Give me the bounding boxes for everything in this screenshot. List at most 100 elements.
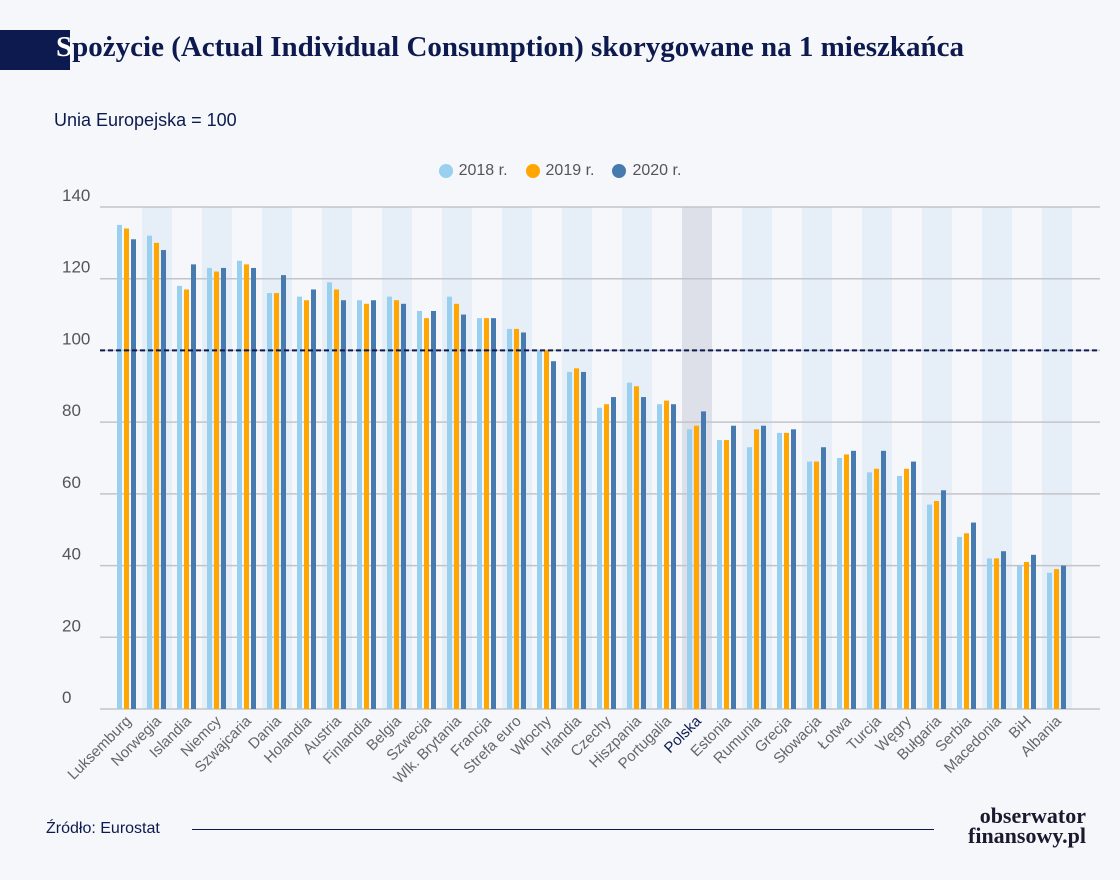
y-tick-label: 100: [62, 329, 90, 348]
y-tick-label: 40: [62, 545, 81, 564]
bar-2018r: [537, 350, 542, 709]
bar-2018r: [837, 458, 842, 709]
bar-2018r: [267, 293, 272, 709]
bar-2019r: [784, 432, 789, 709]
bar-2018r: [117, 224, 122, 709]
chart-title: Spożycie (Actual Individual Consumption)…: [56, 31, 964, 64]
bar-2018r: [807, 461, 812, 709]
bar-2019r: [454, 303, 459, 709]
bar-2020r: [311, 289, 316, 709]
bar-2020r: [191, 264, 196, 709]
bar-2018r: [387, 296, 392, 709]
source-note: Źródło: Eurostat: [46, 820, 160, 837]
legend-label: 2018 r.: [458, 162, 508, 179]
bar-2019r: [514, 328, 519, 709]
bar-2020r: [401, 303, 406, 709]
legend-item: 2019 r.: [525, 162, 595, 180]
bar-2019r: [604, 404, 609, 709]
title-text: pożycie (Actual Individual Consumption) …: [72, 31, 964, 63]
logo-line1: obserwator: [979, 803, 1086, 828]
y-tick-label: 0: [62, 688, 71, 707]
bar-2018r: [867, 472, 872, 709]
bar-2018r: [717, 440, 722, 709]
bar-2020r: [881, 450, 886, 709]
bar-2020r: [821, 447, 826, 709]
bar-2019r: [1024, 561, 1029, 709]
bar-2019r: [214, 271, 219, 709]
bar-2020r: [341, 300, 346, 709]
bar-2018r: [597, 407, 602, 709]
bar-2018r: [957, 536, 962, 709]
bar-2018r: [327, 282, 332, 709]
bar-2019r: [574, 368, 579, 709]
bar-2019r: [664, 400, 669, 709]
y-tick-label: 140: [62, 186, 90, 205]
bar-2019r: [244, 264, 249, 709]
bar-2020r: [1001, 551, 1006, 709]
bar-2018r: [417, 310, 422, 709]
bar-2020r: [851, 450, 856, 709]
bar-2018r: [297, 296, 302, 709]
y-tick-label: 60: [62, 473, 81, 492]
bar-2018r: [1017, 565, 1022, 709]
bar-2019r: [964, 533, 969, 709]
bar-2019r: [634, 386, 639, 709]
bar-2018r: [777, 432, 782, 709]
bar-2018r: [237, 260, 242, 709]
bar-2020r: [911, 461, 916, 709]
legend-label: 2020 r.: [632, 162, 682, 179]
bar-2018r: [477, 318, 482, 709]
bar-2019r: [124, 228, 129, 709]
legend-item: 2018 r.: [438, 162, 508, 180]
y-tick-label: 120: [62, 258, 90, 277]
chart-subtitle: Unia Europejska = 100: [54, 110, 237, 130]
bar-2020r: [521, 332, 526, 709]
bar-2020r: [731, 425, 736, 709]
bar-2019r: [154, 242, 159, 709]
bar-2020r: [791, 429, 796, 709]
legend-swatch: [438, 164, 453, 178]
bar-2018r: [687, 429, 692, 709]
bar-2019r: [694, 425, 699, 709]
bar-2020r: [701, 411, 706, 709]
bar-2019r: [424, 318, 429, 709]
bar-2019r: [754, 429, 759, 709]
bar-2019r: [874, 468, 879, 709]
bar-2018r: [897, 475, 902, 709]
bar-2019r: [334, 289, 339, 709]
bar-2018r: [927, 504, 932, 709]
bar-2019r: [394, 300, 399, 709]
bar-2019r: [904, 468, 909, 709]
bar-2018r: [567, 371, 572, 709]
source-divider: [192, 829, 934, 830]
bar-2018r: [627, 382, 632, 709]
bar-2018r: [657, 404, 662, 709]
bar-2018r: [207, 267, 212, 709]
bar-2019r: [274, 293, 279, 709]
bar-2020r: [551, 361, 556, 709]
title-first-letter: S: [56, 31, 73, 63]
bar-2020r: [761, 425, 766, 709]
bar-2018r: [1047, 572, 1052, 709]
bar-2020r: [971, 522, 976, 709]
bar-2020r: [671, 404, 676, 709]
bar-2019r: [184, 289, 189, 709]
bar-2018r: [177, 285, 182, 709]
logo-line2: finansowy.pl: [968, 823, 1086, 848]
bar-2019r: [364, 303, 369, 709]
legend-swatch: [612, 164, 627, 178]
bar-2020r: [1031, 554, 1036, 709]
bar-2019r: [304, 300, 309, 709]
bar-2019r: [1054, 569, 1059, 709]
bar-2019r: [544, 350, 549, 709]
y-tick-label: 80: [62, 401, 81, 420]
bar-2018r: [447, 296, 452, 709]
legend-item: 2020 r.: [612, 162, 681, 180]
bar-2020r: [251, 267, 256, 709]
legend-label: 2019 r.: [545, 162, 595, 179]
bar-2019r: [934, 501, 939, 709]
bar-2020r: [611, 397, 616, 709]
bar-2018r: [147, 235, 152, 709]
bar-2018r: [987, 558, 992, 709]
